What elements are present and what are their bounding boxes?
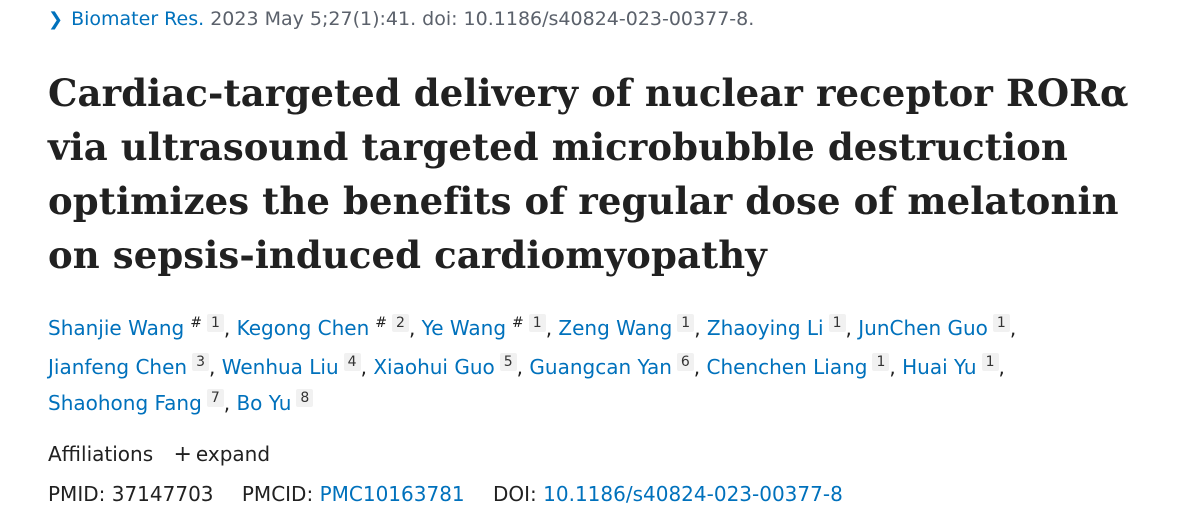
- author-separator: ,: [545, 316, 559, 340]
- author-item: Ye Wang #1: [421, 314, 546, 340]
- affiliation-number-link[interactable]: 7: [206, 389, 224, 407]
- author-separator: ,: [360, 355, 374, 379]
- author-name-link[interactable]: Shaohong Fang: [48, 391, 202, 415]
- citation-line: ❯ Biomater Res. 2023 May 5;27(1):41. doi:…: [48, 8, 754, 30]
- affiliation-number-link[interactable]: 1: [992, 314, 1010, 332]
- doi-link[interactable]: 10.1186/s40824-023-00377-8: [543, 482, 843, 506]
- author-name-link[interactable]: Guangcan Yan: [529, 355, 672, 379]
- affiliation-number-link[interactable]: 1: [206, 314, 224, 332]
- author-name-link[interactable]: Chenchen Liang: [706, 355, 868, 379]
- author-separator: ,: [209, 355, 222, 379]
- affiliation-number-link[interactable]: 1: [981, 353, 999, 371]
- affiliation-number-link[interactable]: 3: [192, 353, 210, 371]
- equal-contribution-mark: #: [512, 315, 524, 331]
- author-name-link[interactable]: Huai Yu: [902, 355, 977, 379]
- author-name-link[interactable]: Ye Wang: [421, 316, 507, 340]
- affiliation-number-link[interactable]: 2: [392, 314, 409, 332]
- expand-button[interactable]: expand: [195, 442, 271, 466]
- author-separator: ,: [516, 355, 530, 379]
- author-item: Chenchen Liang 1: [706, 353, 890, 379]
- plus-icon[interactable]: +: [173, 442, 192, 467]
- article-title: Cardiac-targeted delivery of nuclear rec…: [48, 71, 1129, 277]
- author-item: Xiaohui Guo 5: [373, 353, 517, 379]
- author-name-link[interactable]: Shanjie Wang: [48, 316, 185, 340]
- affiliations-label: Affiliations: [48, 442, 154, 466]
- doi-label: DOI:: [493, 482, 537, 506]
- chevron-right-icon[interactable]: ❯: [48, 9, 64, 30]
- citation-details: 2023 May 5;27(1):41. doi: 10.1186/s40824…: [210, 8, 755, 30]
- affiliation-number-link[interactable]: 1: [677, 314, 695, 332]
- author-item: Wenhua Liu 4: [221, 353, 361, 379]
- affiliation-number-link[interactable]: 8: [296, 389, 314, 407]
- author-item: Jianfeng Chen 3: [48, 353, 210, 379]
- journal-link[interactable]: Biomater Res.: [71, 8, 205, 30]
- affiliation-number-link[interactable]: 4: [343, 353, 361, 371]
- pmid-value: 37147703: [111, 482, 214, 506]
- identifiers-row: PMID: 37147703 PMCID: PMC10163781 DOI: 1…: [48, 482, 843, 506]
- author-separator: ,: [223, 391, 237, 415]
- author-item: Guangcan Yan 6: [529, 353, 694, 379]
- author-item: Zhaoying Li 1: [706, 314, 846, 340]
- affiliation-number-link[interactable]: 1: [528, 314, 546, 332]
- pmid-label: PMID:: [48, 482, 106, 506]
- author-name-link[interactable]: JunChen Guo: [858, 316, 988, 340]
- author-name-link[interactable]: Xiaohui Guo: [373, 355, 495, 379]
- author-separator: ,: [408, 316, 422, 340]
- author-name-link[interactable]: Bo Yu: [236, 391, 292, 415]
- affiliation-number-link[interactable]: 6: [676, 353, 694, 371]
- author-item: Shanjie Wang #1: [48, 314, 224, 340]
- author-item: Zeng Wang 1: [558, 314, 695, 340]
- equal-contribution-mark: #: [190, 315, 202, 331]
- affiliations-row: Affiliations + expand: [48, 442, 270, 467]
- author-item: Shaohong Fang 7: [48, 389, 224, 415]
- affiliation-number-link[interactable]: 1: [872, 353, 890, 371]
- author-separator: ,: [889, 355, 903, 379]
- author-item: Huai Yu 1: [902, 353, 999, 379]
- affiliation-number-link[interactable]: 5: [499, 353, 517, 371]
- authors-list: Shanjie Wang #1, Kegong Chen #2, Ye Wang #1…: [48, 310, 1148, 421]
- author-separator: ,: [223, 316, 237, 340]
- author-name-link[interactable]: Jianfeng Chen: [48, 355, 188, 379]
- pmcid-link[interactable]: PMC10163781: [319, 482, 465, 506]
- author-separator: ,: [694, 316, 707, 340]
- equal-contribution-mark: #: [375, 315, 388, 331]
- author-name-link[interactable]: Wenhua Liu: [221, 355, 339, 379]
- author-name-link[interactable]: Zeng Wang: [558, 316, 673, 340]
- author-separator: ,: [998, 355, 1005, 379]
- author-separator: ,: [1009, 316, 1017, 340]
- author-item: Kegong Chen #2: [236, 314, 409, 340]
- author-name-link[interactable]: Zhaoying Li: [706, 316, 824, 340]
- affiliation-number-link[interactable]: 1: [828, 314, 846, 332]
- author-separator: ,: [845, 316, 859, 340]
- author-item: Bo Yu 8: [236, 389, 314, 415]
- pmcid-label: PMCID:: [241, 482, 314, 506]
- author-separator: ,: [693, 355, 707, 379]
- author-name-link[interactable]: Kegong Chen: [236, 316, 370, 340]
- author-item: JunChen Guo 1: [858, 314, 1010, 340]
